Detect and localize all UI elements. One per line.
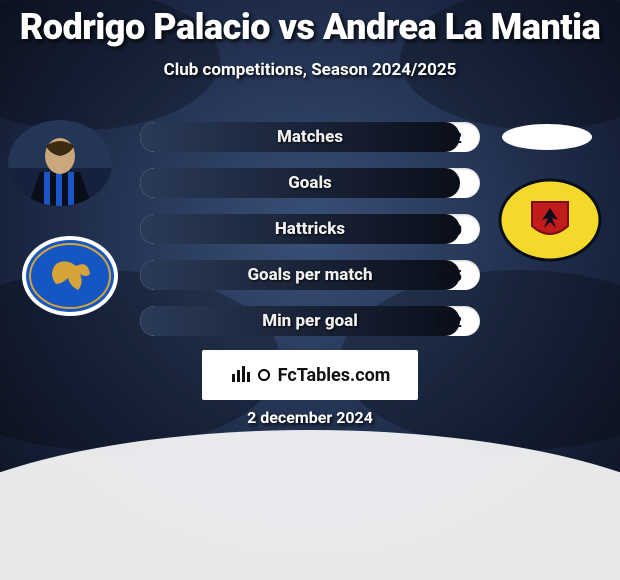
player2-club-badge: [498, 178, 602, 262]
chart-icon: [230, 362, 252, 389]
page-subtitle: Club competitions, Season 2024/2025: [0, 60, 620, 80]
football-icon: [258, 369, 270, 381]
stat-row-goals: Goals 1: [140, 168, 480, 198]
stat-fill: [140, 168, 460, 198]
page-title: Rodrigo Palacio vs Andrea La Mantia: [0, 6, 620, 48]
stat-fill: [140, 260, 460, 290]
player1-photo: [8, 120, 112, 206]
stat-row-goals-per-match: Goals per match 0.5: [140, 260, 480, 290]
player2-photo: [502, 124, 592, 150]
stat-row-min-per-goal: Min per goal 292: [140, 306, 480, 336]
stat-value: 1: [453, 168, 462, 198]
stat-value: 0.5: [439, 260, 462, 290]
stat-value: 292: [434, 306, 462, 336]
date-text: 2 december 2024: [0, 408, 620, 427]
stat-fill: [140, 122, 460, 152]
fctables-promo[interactable]: FcTables.com: [202, 350, 418, 400]
stat-fill: [140, 306, 460, 336]
stat-value: 2: [453, 122, 462, 152]
player1-club-badge: [20, 234, 120, 318]
stat-value: 0: [453, 214, 462, 244]
stat-row-matches: Matches 2: [140, 122, 480, 152]
promo-text: FcTables.com: [278, 365, 391, 386]
stat-row-hattricks: Hattricks 0: [140, 214, 480, 244]
stat-fill: [140, 214, 460, 244]
stats-list: Matches 2 Goals 1 Hattricks 0 Goals per …: [140, 122, 480, 352]
